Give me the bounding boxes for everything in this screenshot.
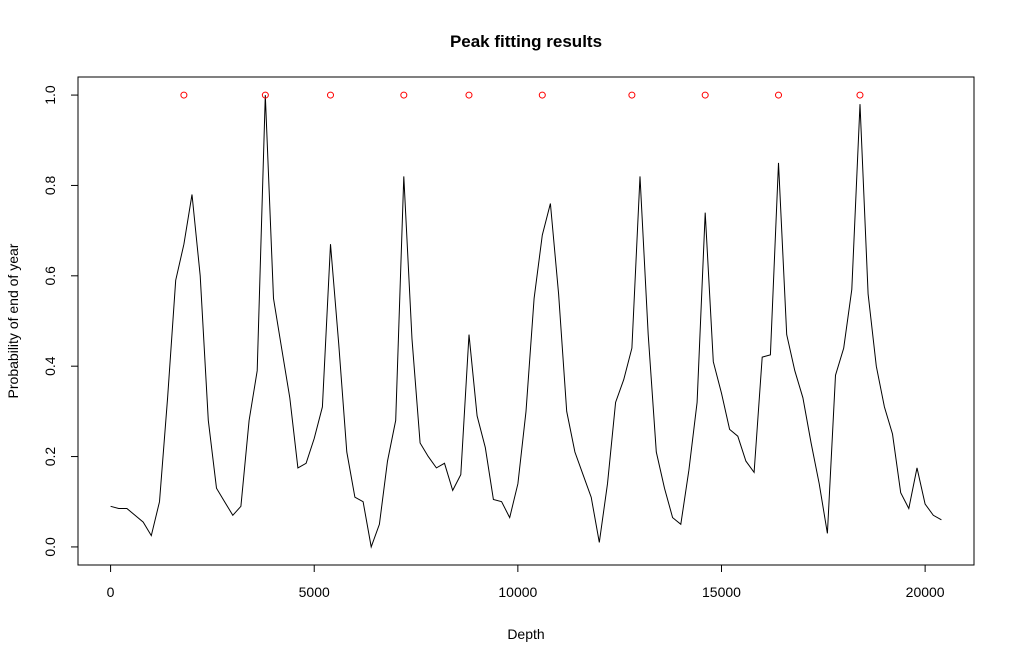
x-tick-label: 10000 <box>498 584 537 600</box>
x-axis: 0 5000 10000 15000 20000 <box>107 564 945 600</box>
probability-line <box>110 95 942 549</box>
y-tick-label: 1.0 <box>42 85 58 105</box>
y-tick-label: 0.4 <box>42 356 58 376</box>
peak-marker <box>856 91 864 99</box>
y-axis-label: Probability of end of year <box>5 243 21 398</box>
y-tick-label: 0.2 <box>42 447 58 467</box>
peak-marker <box>327 91 335 99</box>
y-tick-label: 0.0 <box>42 537 58 557</box>
chart-title: Peak fitting results <box>450 32 602 51</box>
peak-marker <box>775 91 783 99</box>
x-tick-label: 5000 <box>299 584 330 600</box>
series-layer <box>110 91 942 549</box>
x-tick-label: 15000 <box>702 584 741 600</box>
x-tick-label: 0 <box>107 584 115 600</box>
y-axis: 0.0 0.2 0.4 0.6 0.8 1.0 <box>42 85 79 557</box>
peak-marker <box>180 91 188 99</box>
y-tick-label: 0.8 <box>42 176 58 196</box>
x-axis-label: Depth <box>507 626 544 642</box>
peak-marker <box>261 91 269 99</box>
peak-marker <box>400 91 408 99</box>
x-tick-label: 20000 <box>906 584 945 600</box>
peak-marker <box>701 91 709 99</box>
y-tick-label: 0.6 <box>42 266 58 286</box>
peak-marker <box>538 91 546 99</box>
peak-marker <box>465 91 473 99</box>
peak-marker <box>628 91 636 99</box>
